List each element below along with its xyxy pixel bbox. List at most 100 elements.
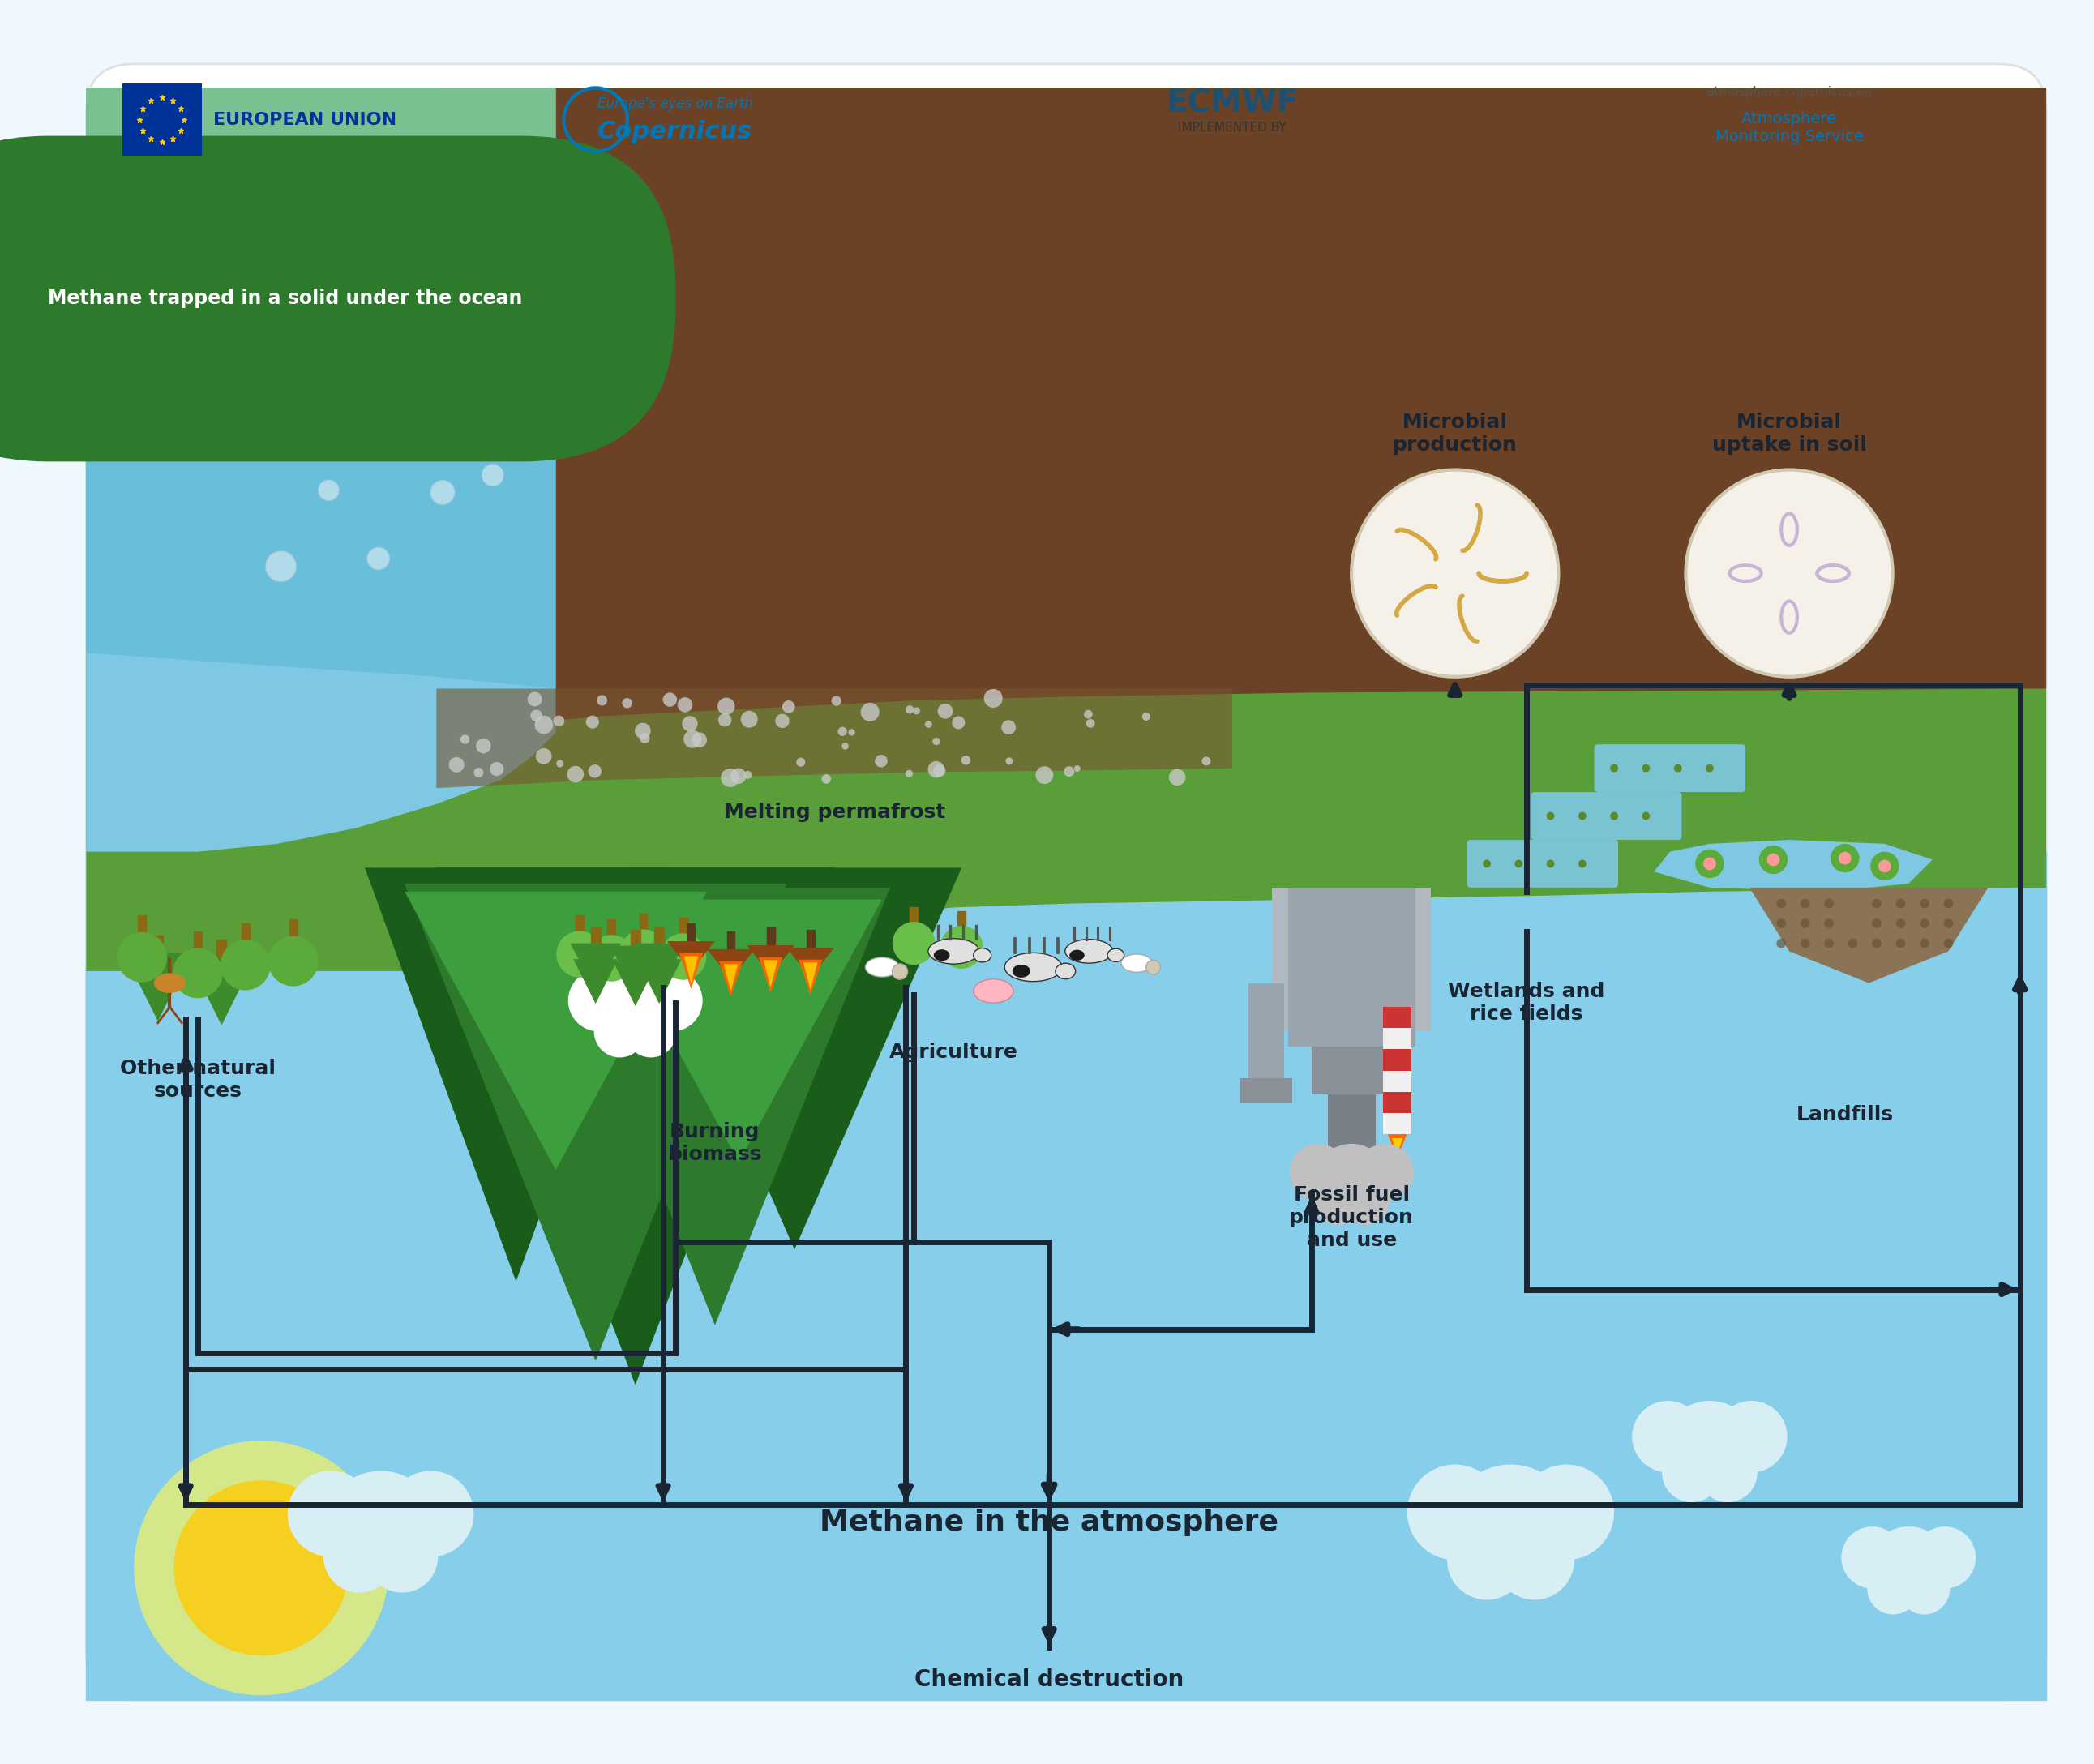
Circle shape <box>639 734 649 743</box>
Circle shape <box>1202 757 1210 766</box>
Bar <box>1240 1078 1292 1102</box>
Circle shape <box>534 716 553 734</box>
Circle shape <box>1943 919 1954 928</box>
Circle shape <box>620 930 666 975</box>
Circle shape <box>731 767 745 783</box>
Circle shape <box>984 690 1003 707</box>
Circle shape <box>775 714 789 729</box>
Circle shape <box>1313 1143 1390 1221</box>
Circle shape <box>276 191 295 212</box>
Ellipse shape <box>934 949 951 961</box>
Polygon shape <box>634 944 685 991</box>
Circle shape <box>174 1480 350 1655</box>
Ellipse shape <box>308 159 331 173</box>
Circle shape <box>366 1521 438 1593</box>
Ellipse shape <box>157 162 180 178</box>
Circle shape <box>1707 764 1713 773</box>
Circle shape <box>741 711 758 729</box>
Polygon shape <box>798 960 823 995</box>
Circle shape <box>1642 811 1650 820</box>
Circle shape <box>268 937 318 986</box>
Circle shape <box>1407 1464 1503 1559</box>
Polygon shape <box>708 949 754 979</box>
Polygon shape <box>1654 840 1933 891</box>
Circle shape <box>1686 469 1893 677</box>
Text: Microbial
uptake in soil: Microbial uptake in soil <box>1711 413 1866 455</box>
Polygon shape <box>1393 1138 1403 1154</box>
Circle shape <box>1663 1401 1757 1496</box>
Circle shape <box>838 727 848 736</box>
Ellipse shape <box>1066 938 1112 963</box>
Circle shape <box>660 933 706 979</box>
Circle shape <box>297 353 316 370</box>
Circle shape <box>172 947 222 998</box>
FancyBboxPatch shape <box>86 64 2046 1700</box>
Text: Burning
biomass: Burning biomass <box>668 1122 762 1164</box>
FancyBboxPatch shape <box>1468 840 1619 887</box>
Circle shape <box>473 767 484 778</box>
Circle shape <box>1495 1521 1575 1600</box>
Circle shape <box>239 298 260 319</box>
FancyBboxPatch shape <box>1531 792 1681 840</box>
Polygon shape <box>436 688 1231 789</box>
Circle shape <box>641 970 704 1032</box>
Circle shape <box>934 764 946 776</box>
Circle shape <box>622 699 632 707</box>
Circle shape <box>1715 1401 1788 1473</box>
Circle shape <box>743 771 752 780</box>
Circle shape <box>1074 766 1081 771</box>
Polygon shape <box>685 956 697 983</box>
Ellipse shape <box>1070 949 1085 961</box>
Polygon shape <box>404 891 708 1170</box>
Ellipse shape <box>297 182 316 194</box>
Polygon shape <box>364 868 668 1281</box>
Text: Methane in the atmosphere: Methane in the atmosphere <box>819 1508 1279 1536</box>
Polygon shape <box>614 961 658 1005</box>
Circle shape <box>940 926 982 968</box>
Polygon shape <box>130 953 186 1007</box>
Ellipse shape <box>258 194 279 206</box>
Circle shape <box>783 700 796 713</box>
Circle shape <box>1872 898 1883 908</box>
Circle shape <box>322 1521 396 1593</box>
Ellipse shape <box>444 168 467 182</box>
Circle shape <box>1878 859 1891 873</box>
Circle shape <box>718 697 735 714</box>
Circle shape <box>1514 859 1522 868</box>
Text: IMPLEMENTED BY: IMPLEMENTED BY <box>1179 122 1286 134</box>
Ellipse shape <box>360 187 381 199</box>
Bar <box>1328 1094 1376 1159</box>
Circle shape <box>1351 469 1558 677</box>
Circle shape <box>691 732 708 748</box>
Polygon shape <box>197 975 247 1025</box>
Circle shape <box>1776 898 1786 908</box>
Circle shape <box>1064 766 1074 776</box>
Polygon shape <box>668 942 714 972</box>
Circle shape <box>530 709 542 721</box>
Circle shape <box>1579 811 1587 820</box>
Circle shape <box>1330 921 1374 963</box>
Circle shape <box>1870 852 1899 880</box>
Bar <box>121 85 201 155</box>
Ellipse shape <box>142 182 161 196</box>
Text: Agriculture: Agriculture <box>890 1043 1018 1062</box>
Bar <box>1248 983 1284 1087</box>
Circle shape <box>1547 811 1554 820</box>
Polygon shape <box>787 947 833 977</box>
Ellipse shape <box>400 173 419 187</box>
Circle shape <box>318 480 339 501</box>
Circle shape <box>1005 757 1013 764</box>
Circle shape <box>1342 1177 1390 1224</box>
Circle shape <box>375 293 394 309</box>
Circle shape <box>1849 898 1857 908</box>
Circle shape <box>861 702 879 721</box>
Polygon shape <box>436 88 2046 732</box>
Polygon shape <box>628 868 961 1249</box>
Circle shape <box>718 713 731 727</box>
Circle shape <box>1920 898 1929 908</box>
Circle shape <box>1447 1521 1527 1600</box>
Circle shape <box>821 774 831 783</box>
Text: Europe's eyes on Earth: Europe's eyes on Earth <box>597 97 754 111</box>
Circle shape <box>423 427 446 452</box>
Text: Fossil fuel
production
and use: Fossil fuel production and use <box>1290 1185 1413 1251</box>
